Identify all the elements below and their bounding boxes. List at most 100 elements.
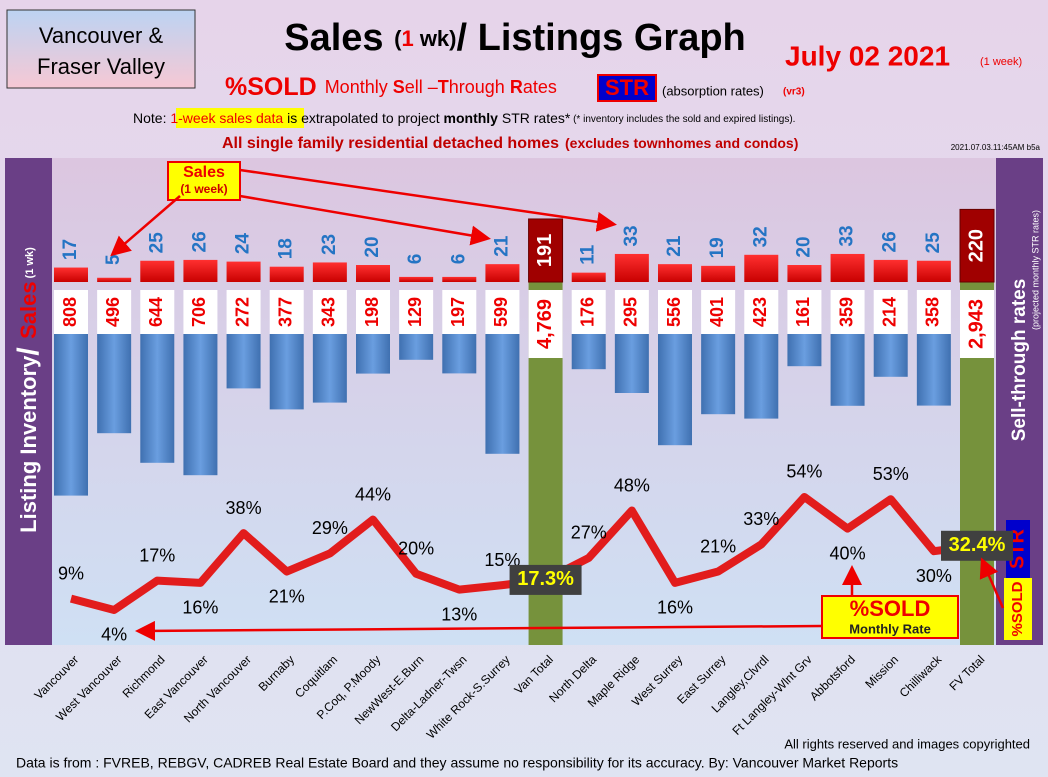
rate-label: 21% (269, 586, 305, 606)
sales-bar (312, 262, 347, 282)
inventory-label-box (960, 290, 994, 358)
source: Data is from : FVREB, REBGV, CADREB Real… (16, 755, 898, 771)
sales-bar (485, 264, 520, 282)
sales-label: 33 (837, 225, 858, 246)
note-part: Note: (133, 110, 170, 126)
rate-label: 27% (571, 523, 607, 543)
y-label-part: Listing Inventory (16, 355, 41, 533)
sales-bar (399, 276, 434, 282)
subtitle-part: %SOLD (225, 73, 317, 101)
rate-label: 16% (657, 598, 693, 618)
scope-part: (excludes townhomes and condos) (565, 135, 798, 151)
sales-label: 33 (621, 225, 642, 246)
date: July 02 2021 (785, 40, 950, 71)
inventory-bar (54, 334, 88, 496)
sales-bar (830, 253, 865, 282)
note-part: 1-week sales data (170, 110, 283, 126)
sales-label: 20 (793, 236, 814, 257)
subtitle-part: ates (523, 77, 557, 97)
sales-label: 25 (923, 232, 944, 254)
rate-label: 54% (786, 462, 822, 482)
sold-vertical: %SOLD (1009, 581, 1026, 636)
inventory-label: 496 (103, 297, 123, 327)
sales-label: 191 (534, 234, 556, 267)
sales-bar (54, 267, 88, 282)
inventory-label: 176 (577, 297, 597, 327)
timestamp: 2021.07.03.11:45AM b5a (951, 143, 1041, 152)
callout-text: Monthly Rate (849, 621, 931, 636)
inventory-label-box (356, 290, 390, 334)
plot-area (5, 158, 1043, 645)
sales-label: 21 (491, 235, 512, 257)
inventory-bar (442, 334, 477, 374)
inventory-label-box (701, 290, 736, 334)
sales-bar (183, 259, 218, 282)
inventory-bar (830, 334, 865, 406)
inventory-bar (269, 334, 304, 410)
callout-arrows (110, 168, 1005, 641)
inventory-bar (485, 334, 520, 454)
sales-bar (701, 265, 736, 282)
inventory-bar (701, 334, 736, 415)
inventory-bar (614, 334, 649, 393)
callout-text: %SOLD (850, 596, 931, 621)
rate-label: 9% (58, 563, 84, 583)
inventory-bar (97, 334, 132, 434)
str-label: STR (605, 75, 649, 100)
sales-label: 26 (880, 231, 901, 252)
rate-label: 44% (355, 484, 391, 504)
sales-label: 26 (189, 231, 210, 252)
sales-bar (571, 272, 606, 282)
sales-label: 25 (146, 232, 167, 254)
note-part: (* inventory includes the sold and expir… (570, 114, 795, 125)
total-rate-box (941, 530, 1013, 561)
sales-label: 32 (750, 226, 771, 247)
rate-label: 21% (700, 536, 736, 556)
inventory-label-box (571, 290, 606, 334)
subtitle-part: hrough (449, 77, 510, 97)
total-rate-label: 32.4% (949, 534, 1006, 556)
inventory-label-box (183, 290, 218, 334)
inventory-label: 2,943 (965, 299, 987, 349)
sales-label: 23 (319, 234, 340, 255)
inventory-label: 556 (664, 297, 684, 327)
inventory-label: 214 (879, 297, 899, 327)
title-part: 1 (401, 26, 413, 51)
inventory-label: 4,769 (534, 299, 556, 349)
sales-bar (744, 254, 779, 282)
inventory-label-box (658, 290, 692, 334)
sales-label: 11 (578, 244, 599, 265)
sales-bar (873, 259, 908, 282)
rate-label: 30% (916, 566, 952, 586)
rate-label: 33% (743, 509, 779, 529)
sales-label: 20 (362, 236, 383, 257)
sales-bar (356, 265, 390, 282)
sales-label: 24 (233, 233, 254, 255)
subtitle: %SOLD Monthly Sell –Through Rates (225, 73, 557, 101)
left-axis-panel (5, 158, 52, 645)
sold-callout (821, 595, 959, 639)
inventory-bar (916, 334, 951, 406)
inventory-label-box (916, 290, 951, 334)
rate-label: 48% (614, 475, 650, 495)
copyright: All rights reserved and images copyright… (784, 736, 1030, 751)
chart-title: Sales (1 wk)/ Listings Graph (284, 17, 746, 59)
sales-bar (269, 266, 304, 282)
sales-bar (97, 277, 132, 282)
inventory-label-box (614, 290, 649, 334)
inventory-label: 198 (362, 297, 382, 327)
sales-label: 18 (276, 238, 297, 259)
scope-part: All single family residential detached h… (222, 135, 559, 152)
rate-label: 15% (484, 550, 520, 570)
inventory-label: 359 (836, 297, 856, 327)
subtitle-part: ell – (405, 77, 438, 97)
rate-label: 20% (398, 539, 434, 559)
inventory-label: 343 (319, 297, 339, 327)
inventory-label-box (399, 290, 434, 334)
inventory-label: 295 (621, 297, 641, 327)
sales-bar (959, 208, 995, 283)
sales-callout (167, 161, 241, 201)
sales-label: 6 (405, 254, 426, 265)
rate-label: 16% (182, 598, 218, 618)
rate-label: 38% (226, 498, 262, 518)
